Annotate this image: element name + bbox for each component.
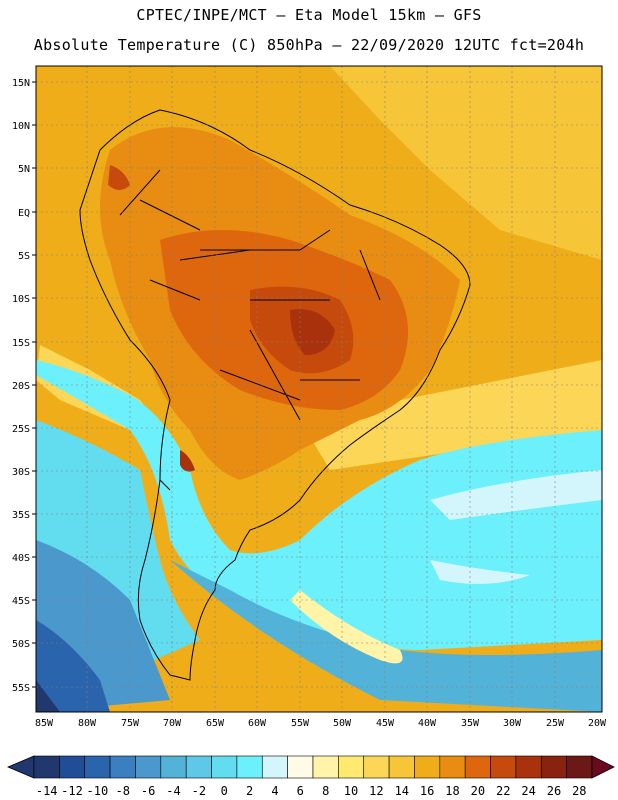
colorbar-label: 2 [246,784,253,798]
colorbar-swatch [287,755,314,779]
colorbar-swatch [388,755,415,779]
lon-label: 70W [163,718,182,729]
lat-label: 55S [12,683,30,694]
colorbar-label: -4 [166,784,180,798]
colorbar-swatch [33,755,60,779]
colorbar-swatch [338,755,365,779]
colorbar-swatch [464,755,491,779]
colorbar-label: 12 [369,784,383,798]
colorbar-label: 0 [221,784,228,798]
colorbar-label: -2 [192,784,206,798]
lat-label: 45S [12,596,30,607]
colorbar-swatch [566,755,593,779]
colorbar-label: 28 [572,784,586,798]
colorbar-swatch [490,755,517,779]
lon-label: 20W [588,718,607,729]
lat-label: 50S [12,639,30,650]
colorbar-label: 16 [420,784,434,798]
lon-label: 30W [503,718,522,729]
colorbar-swatch [236,755,263,779]
colorbar-label: -8 [116,784,130,798]
latitude-labels: 15N 10N 5N EQ 5S 10S 15S 20S 25S 30S 35S 40S 45S 50S 5… [12,78,36,694]
colorbar-swatch [414,755,441,779]
colorbar-label: -12 [61,784,83,798]
lon-label: 60W [248,718,267,729]
colorbar-swatch [540,755,567,779]
colorbar-swatch [515,755,542,779]
colorbar-labels: -14 -12 -10 -8 -6 -4 -2 0 2 4 6 8 10 12 14 16 18 20 22 24 26… [36,784,587,798]
colorbar-swatch [135,755,162,779]
temperature-field [36,66,602,712]
lon-label: 35W [461,718,480,729]
colorbar-swatch [439,755,466,779]
lon-label: 55W [291,718,310,729]
coastline [79,109,471,681]
colorbar-label: 4 [271,784,278,798]
lon-label: 50W [333,718,352,729]
lon-label: 80W [78,718,97,729]
title-line-2: Absolute Temperature (C) 850hPa – 22/09/… [33,36,585,54]
lat-label: 15S [12,338,30,349]
lon-label: 45W [376,718,395,729]
lon-label: 65W [206,718,225,729]
colorbar-swatch [84,755,111,779]
title-line-1: CPTEC/INPE/MCT – Eta Model 15km – GFS [136,6,482,24]
lat-label: 5S [18,251,30,262]
map-frame [35,65,603,713]
lat-label: 5N [18,164,30,175]
lat-label: 25S [12,424,30,435]
colorbar-swatch [261,755,288,779]
colorbar-swatch [211,755,238,779]
lat-label: 20S [12,381,30,392]
lat-label: 15N [12,78,30,89]
lat-label: EQ [18,208,30,219]
colorbar-swatch [59,755,86,779]
colorbar-swatch [185,755,212,779]
colorbar-under-arrow [6,755,35,779]
colorbar-label: 14 [395,784,409,798]
colorbar-label: 26 [547,784,561,798]
lat-label: 30S [12,467,30,478]
colorbar-label: 22 [496,784,510,798]
colorbar-label: 24 [521,784,535,798]
colorbar-swatch [109,755,136,779]
lat-label: 40S [12,553,30,564]
colorbar-label: 20 [471,784,485,798]
lon-label: 75W [121,718,140,729]
lon-label: 40W [418,718,437,729]
colorbar-label: -14 [36,784,58,798]
lat-label: 10N [12,121,30,132]
colorbar-label: 10 [344,784,358,798]
lat-label: 35S [12,510,30,521]
colorbar-label: 6 [297,784,304,798]
colorbar-swatch [160,755,187,779]
colorbar-label: 8 [322,784,329,798]
colorbar-label: 18 [445,784,459,798]
colorbar-label: -10 [87,784,109,798]
lon-label: 85W [35,718,54,729]
colorbar-label: -6 [141,784,155,798]
colorbar-swatch [363,755,390,779]
colorbar-swatch [312,755,339,779]
lat-label: 10S [12,294,30,305]
longitude-labels: 85W 80W 75W 70W 65W 60W 55W 50W 45W 40W 35W 30W 25W 2… [35,718,607,729]
colorbar-over-arrow [591,755,615,779]
lon-label: 25W [546,718,565,729]
colorbar [6,755,615,779]
